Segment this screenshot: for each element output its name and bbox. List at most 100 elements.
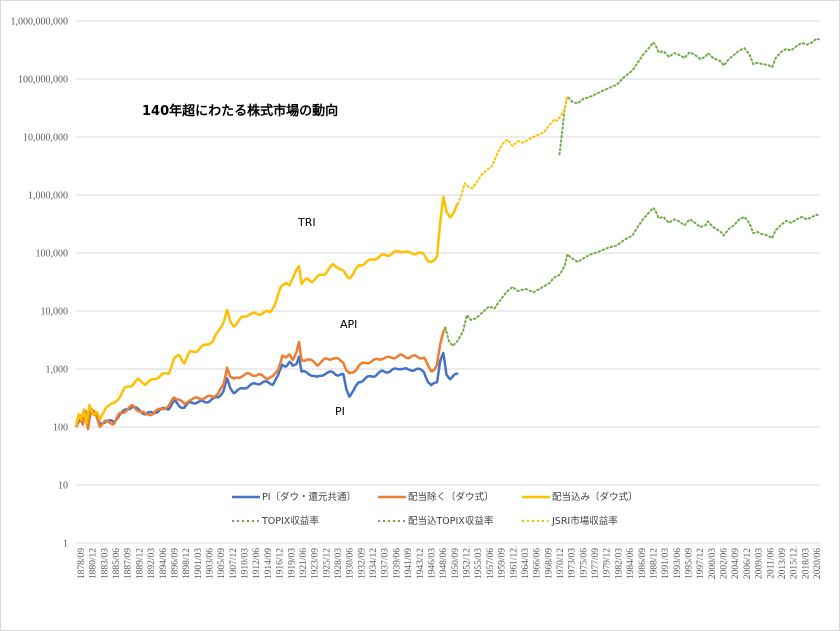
x-tick-label: 1919/03: [287, 548, 297, 579]
x-tick-label: 1943/12: [416, 548, 426, 579]
annotation-pi: PI: [335, 405, 345, 418]
x-tick-label: 1903/06: [206, 548, 216, 579]
legend-label-with-dividend: 配当込み〔ダウ式〕: [552, 491, 638, 503]
x-tick-label: 1937/03: [381, 548, 391, 579]
x-tick-label: 1988/12: [649, 548, 659, 579]
series-group: [74, 37, 820, 431]
series-line: [74, 327, 447, 431]
x-tick-label: 1898/12: [182, 548, 192, 579]
y-tick-label: 100: [53, 423, 68, 434]
y-tick-label: 100,000: [36, 249, 69, 260]
x-tick-label: 1946/03: [427, 548, 437, 579]
x-tick-label: 2000/03: [708, 548, 718, 579]
x-tick-label: 1991/03: [661, 548, 671, 579]
x-tick-label: 1984/06: [626, 548, 636, 579]
x-tick-label: 1887/09: [124, 548, 134, 579]
x-tick-label: 1916/12: [276, 548, 286, 579]
series-line: [74, 195, 459, 427]
x-tick-label: 1892/03: [147, 548, 157, 579]
x-tick-label: 1878/09: [77, 548, 87, 579]
x-tick-label: 2020/06: [813, 548, 823, 579]
x-tick-label: 1896/09: [170, 548, 180, 579]
x-tick-label: 1982/03: [614, 548, 624, 579]
x-tick-label: 1941/09: [404, 548, 414, 579]
x-tick-label: 1914/09: [264, 548, 274, 579]
x-tick-label: 2002/06: [720, 548, 730, 579]
series-line: [558, 37, 820, 156]
x-tick-label: 1970/12: [556, 548, 566, 579]
legend-label-pi: PI〔ダウ・還元共通〕: [262, 491, 356, 503]
x-tick-label: 1966/06: [533, 548, 543, 579]
x-tick-label: 2009/03: [755, 548, 765, 579]
y-tick-label: 10: [58, 481, 68, 492]
x-tick-label: 1950/09: [451, 548, 461, 579]
x-tick-label: 1925/12: [322, 548, 332, 579]
x-tick-label: 1883/03: [100, 548, 110, 579]
x-tick-label: 2011/06: [766, 548, 776, 579]
x-tick-label: 1928/03: [334, 548, 344, 579]
x-tick-label: 1923/09: [311, 548, 321, 579]
annotation-tri: TRI: [297, 216, 316, 229]
x-tick-label: 1952/12: [463, 548, 473, 579]
legend-label-topix-dividend: 配当込TOPIX収益率: [408, 515, 494, 527]
x-tick-label: 1997/12: [696, 548, 706, 579]
x-tick-label: 1961/12: [509, 548, 519, 579]
legend-label-ex-dividend: 配当除く〔ダウ式〕: [408, 491, 494, 503]
legend-item-ex-dividend[interactable]: 配当除く〔ダウ式〕: [378, 491, 494, 503]
y-tick-label: 1: [63, 539, 68, 550]
series-line: [444, 206, 820, 347]
y-axis-ticks: 1 10 100 1,000 10,000 100,000 1,000,000 10,000,…: [11, 17, 69, 550]
y-tick-label: 10,000: [41, 307, 69, 318]
x-tick-label: 1894/06: [159, 548, 169, 579]
legend-item-topix[interactable]: TOPIX収益率: [232, 515, 319, 527]
x-tick-label: 1912/06: [252, 548, 262, 579]
x-tick-label: 1957/06: [486, 548, 496, 579]
x-tick-label: 2013/09: [778, 548, 788, 579]
x-tick-label: 1905/09: [217, 548, 227, 579]
series-line: [456, 95, 569, 205]
x-tick-label: 1977/09: [591, 548, 601, 579]
x-tick-label: 1907/12: [229, 548, 239, 579]
legend: PI〔ダウ・還元共通〕 配当除く〔ダウ式〕 配当込み〔ダウ式〕 TOPIX収益率…: [232, 491, 638, 527]
y-tick-label: 10,000,000: [23, 133, 68, 144]
legend-label-topix: TOPIX収益率: [261, 515, 319, 527]
x-tick-label: 1921/06: [299, 548, 309, 579]
x-tick-label: 1995/09: [684, 548, 694, 579]
x-axis-ticks: 1878/09 1880/12 1883/03 1885/06 1887/09 1889/…: [77, 548, 823, 579]
x-tick-label: 1986/09: [638, 548, 648, 579]
y-tick-label: 1,000,000,000: [11, 17, 69, 28]
legend-item-pi[interactable]: PI〔ダウ・還元共通〕: [232, 491, 356, 503]
x-tick-label: 1880/12: [89, 548, 99, 579]
x-tick-label: 1930/06: [346, 548, 356, 579]
x-tick-label: 1889/12: [135, 548, 145, 579]
y-tick-label: 1,000,000: [28, 191, 68, 202]
x-tick-label: 1955/03: [474, 548, 484, 579]
legend-label-jsri: JSRI市場収益率: [551, 515, 618, 527]
legend-item-jsri[interactable]: JSRI市場収益率: [522, 515, 618, 527]
x-tick-label: 1948/06: [439, 548, 449, 579]
x-tick-label: 1973/03: [568, 548, 578, 579]
x-tick-label: 1993/06: [673, 548, 683, 579]
x-tick-label: 2006/12: [743, 548, 753, 579]
y-tick-label: 1,000: [46, 365, 69, 376]
x-tick-label: 1932/09: [357, 548, 367, 579]
chart-title: 140年超にわたる株式市場の動向: [142, 103, 338, 119]
x-tick-label: 1979/12: [603, 548, 613, 579]
legend-item-topix-dividend[interactable]: 配当込TOPIX収益率: [378, 515, 494, 527]
annotation-api: API: [340, 318, 357, 331]
x-tick-label: 1975/06: [579, 548, 589, 579]
x-tick-label: 1934/12: [369, 548, 379, 579]
x-tick-label: 1939/06: [392, 548, 402, 579]
y-tick-label: 100,000,000: [18, 75, 68, 86]
gridlines: [76, 20, 820, 544]
x-tick-label: 2018/03: [801, 548, 811, 579]
x-tick-label: 1901/03: [194, 548, 204, 579]
legend-item-with-dividend[interactable]: 配当込み〔ダウ式〕: [522, 491, 638, 503]
x-tick-label: 2004/09: [731, 548, 741, 579]
x-tick-label: 1910/03: [241, 548, 251, 579]
x-tick-label: 1964/03: [521, 548, 531, 579]
x-tick-label: 1968/09: [544, 548, 554, 579]
x-tick-label: 2015/12: [790, 548, 800, 579]
